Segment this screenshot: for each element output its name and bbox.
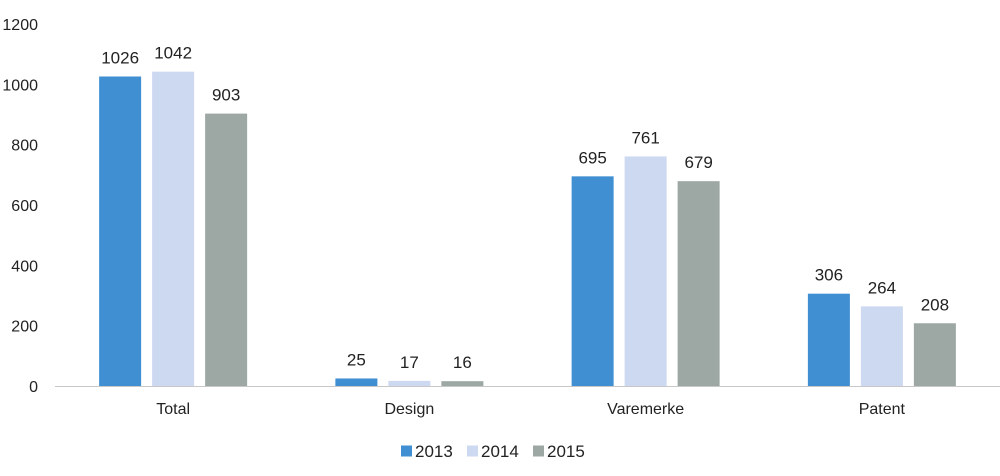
data-label: 264 xyxy=(868,278,896,297)
bar-2015-patent xyxy=(913,323,956,386)
data-label: 1042 xyxy=(154,44,192,63)
y-tick-label: 800 xyxy=(11,138,38,155)
data-label: 306 xyxy=(815,266,843,285)
bar-2014-varemerke xyxy=(624,156,667,386)
legend-label-2014: 2014 xyxy=(481,442,519,461)
x-tick-label: Varemerke xyxy=(607,401,684,418)
bar-2015-total xyxy=(205,113,248,386)
bar-2015-varemerke xyxy=(677,181,720,386)
data-label: 761 xyxy=(631,128,659,147)
y-tick-label: 400 xyxy=(11,258,38,275)
y-tick-label: 1200 xyxy=(2,17,38,34)
legend-swatch-2013 xyxy=(401,445,412,457)
bar-2013-varemerke xyxy=(571,176,614,386)
legend-swatch-2014 xyxy=(467,445,478,457)
bar-2013-total xyxy=(99,76,142,387)
y-tick-label: 200 xyxy=(11,319,38,336)
bar-2013-design xyxy=(335,378,378,386)
y-tick-label: 1000 xyxy=(2,77,38,94)
bar-2015-design xyxy=(441,381,484,386)
data-label: 1026 xyxy=(101,48,139,67)
y-tick-label: 0 xyxy=(29,379,38,396)
data-label: 25 xyxy=(347,350,366,369)
data-label: 903 xyxy=(212,86,240,105)
data-label: 208 xyxy=(921,295,949,314)
data-label: 679 xyxy=(684,153,712,172)
x-tick-label: Patent xyxy=(859,401,906,418)
y-tick-label: 600 xyxy=(11,198,38,215)
legend-label-2015: 2015 xyxy=(547,442,585,461)
data-label: 695 xyxy=(578,148,606,167)
x-tick-label: Total xyxy=(156,401,190,418)
legend-swatch-2015 xyxy=(533,445,544,457)
data-label: 16 xyxy=(453,353,472,372)
data-label: 17 xyxy=(400,353,419,372)
legend-label-2013: 2013 xyxy=(415,442,453,461)
x-tick-label: Design xyxy=(384,401,434,418)
bar-2014-patent xyxy=(860,306,903,386)
bar-2014-design xyxy=(388,380,431,386)
bar-2013-patent xyxy=(807,293,850,386)
bar-2014-total xyxy=(152,71,195,386)
